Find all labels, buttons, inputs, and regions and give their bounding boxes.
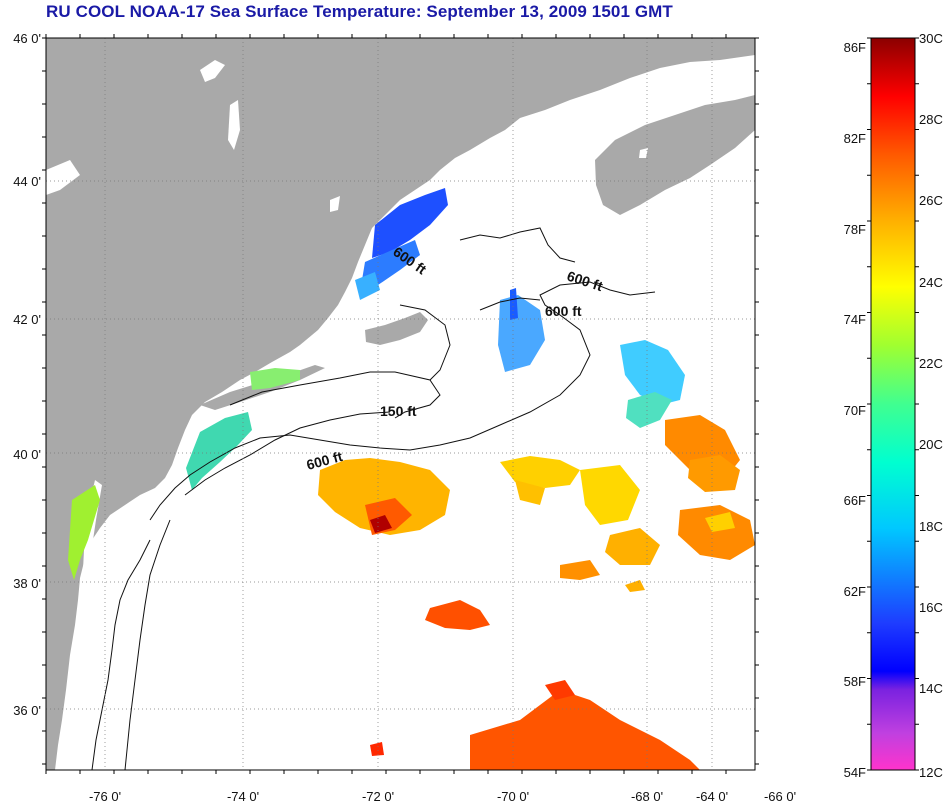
colorbar-f-label: 74F	[844, 312, 866, 327]
colorbar: 86F 82F 78F 74F 70F 66F 62F 58F 54F 30C …	[844, 31, 943, 780]
colorbar-fahrenheit-labels: 86F 82F 78F 74F 70F 66F 62F 58F 54F	[844, 40, 866, 780]
contour-label: 150 ft	[380, 403, 417, 419]
colorbar-f-label: 62F	[844, 584, 866, 599]
colorbar-f-label: 66F	[844, 493, 866, 508]
sst-data-layer	[68, 188, 755, 770]
lon-label: -64 0'	[696, 789, 728, 804]
colorbar-f-label: 54F	[844, 765, 866, 780]
map-title: RU COOL NOAA-17 Sea Surface Temperature:…	[46, 2, 673, 21]
lon-label: -72 0'	[362, 789, 394, 804]
colorbar-f-label: 78F	[844, 222, 866, 237]
lake	[639, 148, 648, 158]
colorbar-f-label: 58F	[844, 674, 866, 689]
lat-labels: 46 0' 44 0' 42 0' 40 0' 38 0' 36 0'	[13, 31, 41, 718]
lat-label: 46 0'	[13, 31, 41, 46]
colorbar-gradient	[870, 37, 916, 771]
lat-label: 44 0'	[13, 174, 41, 189]
colorbar-c-label: 26C	[919, 193, 943, 208]
land-cape-cod	[365, 312, 428, 345]
colorbar-c-label: 16C	[919, 600, 943, 615]
lake	[330, 196, 340, 212]
colorbar-c-label: 30C	[919, 31, 943, 46]
lat-label: 36 0'	[13, 703, 41, 718]
map-frame	[45, 37, 756, 771]
land-nova-scotia	[595, 95, 755, 215]
colorbar-f-label: 82F	[844, 131, 866, 146]
lake	[46, 160, 80, 195]
lon-label: -76 0'	[89, 789, 121, 804]
lat-label: 40 0'	[13, 447, 41, 462]
colorbar-f-label: 70F	[844, 403, 866, 418]
bathymetry-contours	[91, 227, 656, 770]
colorbar-c-label: 24C	[919, 275, 943, 290]
lake	[200, 60, 225, 82]
land-us-northeast	[46, 38, 755, 770]
colorbar-f-label: 86F	[844, 40, 866, 55]
lon-label: -66 0'	[764, 789, 796, 804]
map-ticks	[42, 34, 919, 774]
colorbar-c-label: 18C	[919, 519, 943, 534]
lon-labels: -76 0' -74 0' -72 0' -70 0' -68 0' -66 0…	[89, 789, 796, 804]
colorbar-c-label: 14C	[919, 681, 943, 696]
lon-label: -68 0'	[631, 789, 663, 804]
lat-label: 38 0'	[13, 576, 41, 591]
lat-label: 42 0'	[13, 312, 41, 327]
chesapeake-bay	[72, 480, 102, 700]
contour-label: 600 ft	[545, 303, 582, 319]
lon-label: -74 0'	[227, 789, 259, 804]
colorbar-c-label: 12C	[919, 765, 943, 780]
colorbar-c-label: 20C	[919, 437, 943, 452]
colorbar-c-label: 22C	[919, 356, 943, 371]
colorbar-c-label: 28C	[919, 112, 943, 127]
colorbar-celsius-labels: 30C 28C 26C 24C 22C 20C 18C 16C 14C 12C	[919, 31, 943, 780]
lake	[228, 100, 240, 150]
delaware-bay	[138, 492, 158, 518]
lon-label: -70 0'	[497, 789, 529, 804]
